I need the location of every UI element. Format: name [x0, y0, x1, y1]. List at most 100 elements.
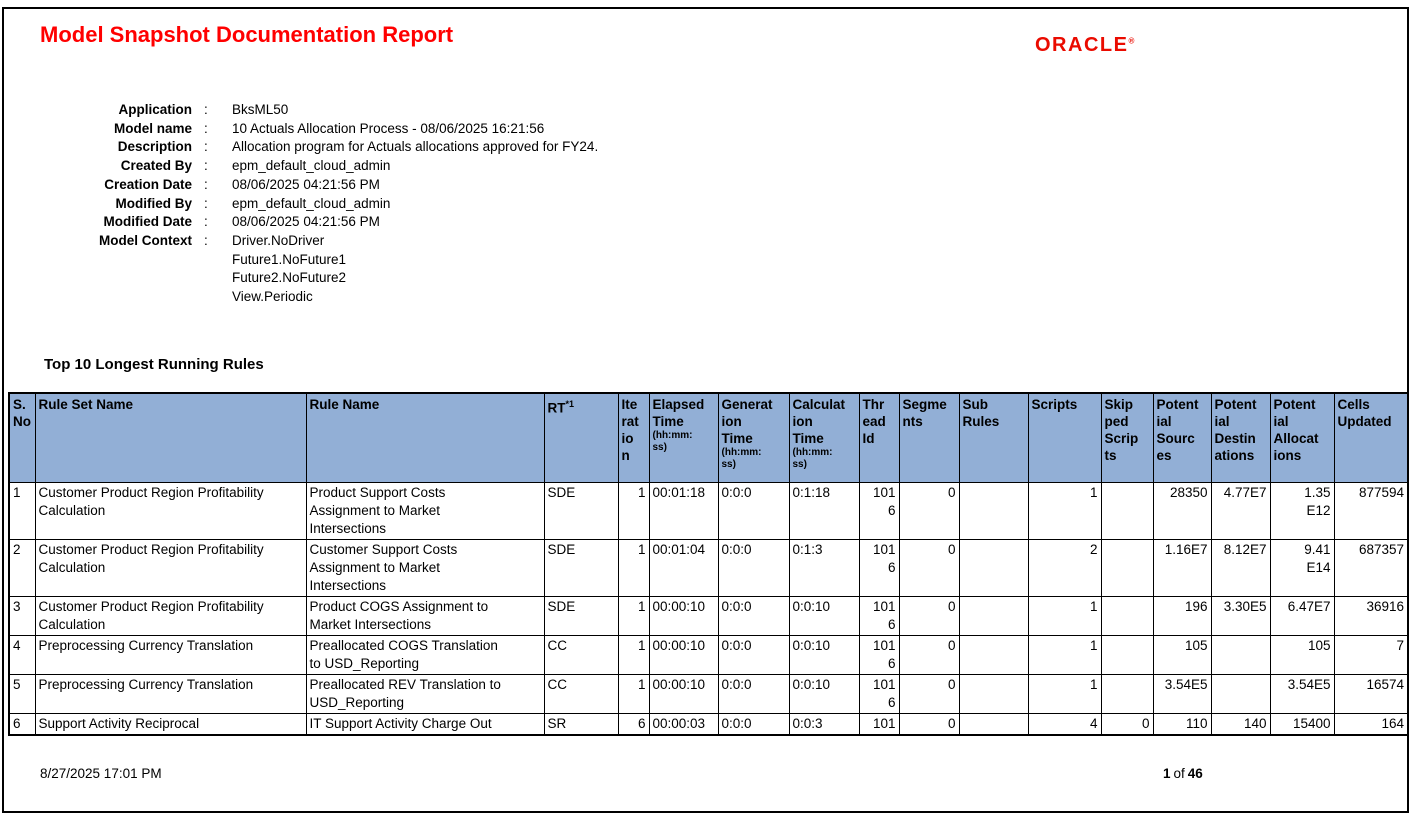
cell-rule-name: IT Support Activity Charge Out: [305, 713, 545, 736]
column-header-subtext: (hh:mm: ss): [721, 447, 762, 470]
cell-potential-allocations: 6.47E7: [1269, 596, 1335, 636]
table-header: S. No Rule Set Name Rule Name RT*1 Ite rat i…: [8, 392, 1409, 483]
cell-rule-name: Preallocated REV Translation to USD_Repo…: [305, 674, 545, 714]
table-row: 4 Preprocessing Currency Translation Preal…: [8, 635, 1409, 675]
cell-potential-sources: 1.16E7: [1152, 539, 1212, 597]
cell-potential-allocations: 105: [1269, 635, 1335, 675]
cell-iteration: 1: [617, 539, 650, 597]
metadata-value: BksML50: [232, 102, 289, 117]
column-header-rule-name: Rule Name: [305, 392, 545, 483]
cell-iteration: 6: [617, 713, 650, 736]
cell-rule-set-name: Customer Product Region Profitability Ca…: [34, 596, 307, 636]
cell-skipped-scripts: [1100, 674, 1154, 714]
cell-segments: 0: [898, 539, 960, 597]
cell-skipped-scripts: [1100, 482, 1154, 540]
cell-sub-rules: [958, 635, 1029, 675]
column-header-elapsed-time: Elapsed Time (hh:mm: ss): [648, 392, 719, 483]
cell-potential-allocations: 1.35 E12: [1269, 482, 1335, 540]
cell-cells-updated: 877594: [1333, 482, 1409, 540]
oracle-logo: ORACLE®: [1035, 34, 1134, 57]
cell-calculation-time: 0:1:3: [788, 539, 860, 597]
cell-segments: 0: [898, 596, 960, 636]
column-header-label: Rule Name: [309, 397, 380, 412]
cell-sub-rules: [958, 596, 1029, 636]
cell-rt: SR: [543, 713, 619, 736]
cell-scripts: 1: [1027, 482, 1102, 540]
column-header-cells-updated: Cells Updated: [1333, 392, 1409, 483]
column-header-label: Cells Updated: [1337, 397, 1392, 429]
metadata-colon: :: [204, 158, 208, 174]
cell-potential-destinations: [1210, 674, 1271, 714]
cell-rule-set-name: Preprocessing Currency Translation: [34, 635, 307, 675]
table-row: 5 Preprocessing Currency Translation Preal…: [8, 674, 1409, 714]
cell-iteration: 1: [617, 596, 650, 636]
cell-elapsed-time: 00:00:10: [648, 596, 719, 636]
cell-sub-rules: [958, 674, 1029, 714]
cell-calculation-time: 0:0:10: [788, 674, 860, 714]
column-header-label: Skip ped Scrip ts: [1104, 397, 1139, 463]
column-header-potential-destinations: Potent ial Destin ations: [1210, 392, 1271, 483]
cell-potential-allocations: 9.41 E14: [1269, 539, 1335, 597]
column-header-label: Potent ial Destin ations: [1214, 397, 1257, 463]
cell-thread-id: 101 6: [858, 482, 900, 540]
cell-skipped-scripts: 0: [1100, 713, 1154, 736]
cell-rt: CC: [543, 674, 619, 714]
cell-potential-allocations: 15400: [1269, 713, 1335, 736]
section-title: Top 10 Longest Running Rules: [44, 356, 264, 373]
longest-running-rules-table: S. No Rule Set Name Rule Name RT*1 Ite rat i…: [8, 392, 1409, 736]
cell-potential-destinations: 140: [1210, 713, 1271, 736]
cell-generation-time: 0:0:0: [717, 539, 790, 597]
cell-iteration: 1: [617, 635, 650, 675]
cell-thread-id: 101: [858, 713, 900, 736]
column-header-label: Calculat ion Time: [792, 397, 846, 446]
cell-elapsed-time: 00:01:04: [648, 539, 719, 597]
metadata-colon: :: [204, 120, 208, 136]
cell-generation-time: 0:0:0: [717, 596, 790, 636]
cell-thread-id: 101 6: [858, 596, 900, 636]
column-header-label: Potent ial Sourc es: [1156, 397, 1199, 463]
cell-thread-id: 101 6: [858, 635, 900, 675]
metadata-colon: :: [204, 214, 208, 230]
cell-cells-updated: 16574: [1333, 674, 1409, 714]
table-row: 2 Customer Product Region Profitability C…: [8, 539, 1409, 597]
metadata-colon: :: [204, 139, 208, 155]
metadata-label: Modified By: [115, 195, 193, 211]
cell-potential-destinations: 8.12E7: [1210, 539, 1271, 597]
cell-potential-destinations: 3.30E5: [1210, 596, 1271, 636]
column-header-potential-sources: Potent ial Sourc es: [1152, 392, 1212, 483]
cell-segments: 0: [898, 674, 960, 714]
table-row: 3 Customer Product Region Profitability C…: [8, 596, 1409, 636]
column-header-label: Segme nts: [902, 397, 947, 429]
cell-thread-id: 101 6: [858, 674, 900, 714]
cell-potential-destinations: 4.77E7: [1210, 482, 1271, 540]
footer-total-pages: 46: [1187, 766, 1203, 781]
metadata-label: Application: [118, 102, 193, 117]
metadata-label: Description: [117, 139, 192, 155]
footer-page-indicator: 1 of 46: [1163, 766, 1203, 781]
cell-rule-name: Customer Support Costs Assignment to Mar…: [305, 539, 545, 597]
cell-thread-id: 101 6: [858, 539, 900, 597]
metadata-label: Modified Date: [103, 214, 192, 230]
cell-elapsed-time: 00:01:18: [648, 482, 719, 540]
footer-of-label: of: [1173, 766, 1185, 781]
column-header-label: S. No: [13, 397, 31, 429]
column-header-label: Sub Rules: [962, 397, 1000, 429]
cell-potential-sources: 105: [1152, 635, 1212, 675]
cell-calculation-time: 0:0:3: [788, 713, 860, 736]
metadata-colon: :: [204, 232, 208, 248]
page-title: Model Snapshot Documentation Report: [40, 22, 454, 47]
column-header-label: Scripts: [1031, 397, 1078, 412]
cell-generation-time: 0:0:0: [717, 482, 790, 540]
table-header-row: S. No Rule Set Name Rule Name RT*1 Ite rat i…: [8, 392, 1409, 483]
cell-generation-time: 0:0:0: [717, 713, 790, 736]
cell-scripts: 1: [1027, 596, 1102, 636]
cell-s-no: 5: [8, 674, 36, 714]
table-body: 1 Customer Product Region Profitability C…: [8, 482, 1409, 736]
cell-scripts: 4: [1027, 713, 1102, 736]
cell-potential-sources: 196: [1152, 596, 1212, 636]
metadata-value: epm_default_cloud_admin: [232, 195, 391, 211]
cell-rt: SDE: [543, 482, 619, 540]
cell-rule-set-name: Customer Product Region Profitability Ca…: [34, 482, 307, 540]
oracle-logo-text: ORACLE: [1035, 34, 1129, 56]
column-header-thread-id: Thr ead Id: [858, 392, 900, 483]
